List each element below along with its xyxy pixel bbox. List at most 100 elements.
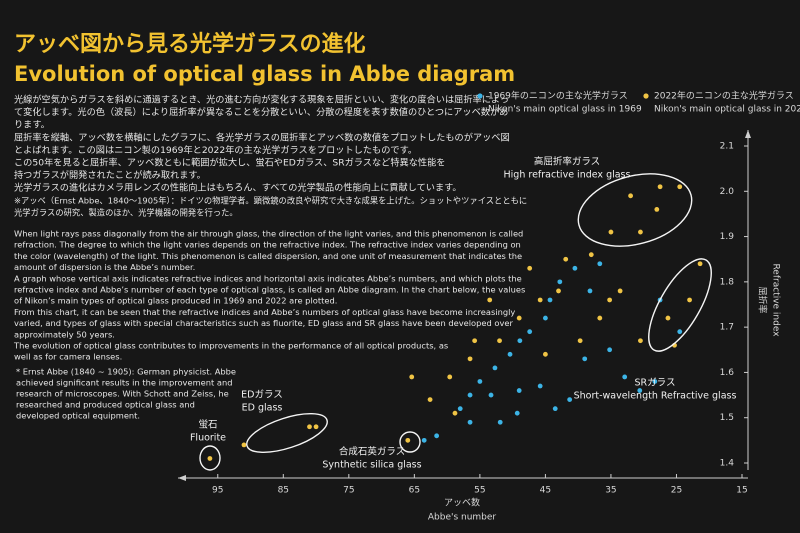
data-point	[567, 397, 573, 402]
x-axis-arrow	[178, 475, 186, 481]
data-point	[582, 356, 588, 362]
y-tick-label: 1.6	[720, 368, 735, 378]
y-tick-label: 1.9	[720, 232, 735, 242]
legend-label: 2022年のニコンの主な光学ガラス	[654, 90, 794, 102]
body-ja-line: とよばれます。この図はニコン製の1969年と2022年の主な光学ガラスをプロット…	[14, 144, 417, 156]
data-point	[597, 315, 603, 321]
data-point	[516, 315, 522, 321]
x-axis-label-en: Abbe's number	[428, 513, 497, 523]
body-en-line: the color (wavelength) of the light. Thi…	[14, 251, 522, 261]
legend-label: 1969年のニコンの主な光学ガラス	[488, 90, 628, 102]
body-ja-line: て変化します。光の色（波長）により屈折率が異なることを分散といい、分散の程度を表…	[14, 106, 508, 118]
data-point	[452, 410, 458, 416]
data-point	[488, 392, 494, 398]
data-point	[527, 265, 533, 271]
body-en-line: of Nikon’s main types of optical glass p…	[14, 296, 337, 306]
data-point	[638, 229, 643, 235]
annotation-label-en: High refractive index glass	[504, 170, 631, 181]
data-point	[552, 406, 558, 412]
body-ja-line: 光学ガラスの進化はカメラ用レンズの性能向上はもちろん、すべての光学製品の性能向上…	[14, 182, 462, 194]
data-point	[516, 388, 522, 393]
x-tick-label: 25	[671, 486, 682, 496]
annotation-label: SRガラス	[635, 378, 676, 389]
footnote-en-line: developed optical equipment.	[16, 411, 140, 421]
data-point	[652, 379, 658, 384]
data-point	[557, 279, 563, 285]
x-tick-label: 65	[409, 486, 420, 496]
data-point	[657, 184, 663, 190]
legend-marker	[643, 93, 649, 99]
x-axis-label: アッベ数	[444, 497, 480, 509]
data-point	[409, 374, 415, 380]
data-point	[405, 437, 411, 443]
data-point	[467, 356, 473, 362]
body-en-line: approximately 50 years.	[14, 329, 115, 339]
x-tick-label: 45	[540, 486, 551, 496]
title-ja: アッベ図から見る光学ガラスの進化	[14, 31, 366, 57]
data-point	[497, 419, 503, 425]
data-point	[514, 410, 520, 416]
data-point	[687, 297, 692, 303]
title-en: Evolution of optical glass in Abbe diagr…	[14, 62, 515, 86]
data-point	[556, 288, 561, 294]
x-tick-label: 95	[212, 486, 223, 496]
body-en-line: amount of dispersion is the Abbe’s numbe…	[14, 262, 195, 272]
data-point	[507, 351, 513, 357]
annotation-ellipse	[199, 445, 221, 471]
data-point	[313, 424, 319, 430]
data-point	[665, 315, 671, 321]
body-en-line: From this chart, it can be seen that the…	[14, 307, 515, 317]
data-point	[607, 297, 613, 303]
body-en-line: refraction. The degree to which the ligh…	[14, 240, 521, 250]
data-point	[492, 365, 498, 371]
annotation-label-en: Fluorite	[190, 433, 226, 444]
data-point	[587, 288, 593, 294]
data-point	[677, 184, 683, 190]
data-point	[622, 374, 628, 380]
data-point	[537, 383, 543, 389]
data-point	[597, 261, 603, 267]
body-en-line: well as for camera lenses.	[14, 352, 122, 362]
data-point	[543, 351, 548, 357]
annotation-label: EDガラス	[241, 390, 283, 401]
data-point	[572, 265, 578, 271]
data-point	[607, 347, 613, 353]
data-point	[467, 419, 473, 425]
data-point	[434, 433, 440, 439]
data-point	[563, 256, 569, 262]
data-point	[477, 379, 483, 384]
body-ja-line: 持つガラスが開発されたことが読み取れます。	[14, 169, 206, 181]
annotation-label: 合成石英ガラス	[339, 446, 405, 458]
legend-label-en: Nikon's main optical glass in 1969	[488, 105, 642, 115]
annotation-label-en: Synthetic silica glass	[322, 460, 421, 471]
data-point	[637, 388, 643, 393]
data-point	[241, 442, 247, 448]
legend-marker	[477, 93, 483, 99]
x-tick-label: 85	[278, 486, 289, 496]
body-ja-line: この50年を見ると屈折率、アッベ数ともに範囲が拡大し、蛍石やEDガラス、SRガラ…	[14, 157, 445, 169]
data-point	[638, 338, 643, 344]
annotation-ellipse	[246, 413, 328, 453]
footnote-en-line: achieved significant results in the impr…	[16, 378, 233, 388]
body-en-line: A graph whose vertical axis indicates re…	[14, 273, 522, 283]
data-point	[537, 297, 543, 303]
data-point	[608, 229, 614, 235]
y-tick-label: 1.4	[720, 459, 735, 469]
data-point	[467, 392, 473, 398]
data-point	[547, 297, 553, 303]
data-point	[628, 193, 633, 199]
body-ja-line: 屈折率を縦軸、アッベ数を横軸にしたグラフに、各光学ガラスの屈折率とアッベ数の数値…	[14, 131, 510, 143]
footnote-en-line: * Ernst Abbe (1840 ~ 1905): German physi…	[16, 367, 236, 377]
x-tick-label: 75	[343, 486, 354, 496]
data-point	[543, 315, 548, 321]
body-en-line: refractive index and Abbe’s number of ea…	[14, 285, 525, 295]
data-point	[421, 437, 427, 443]
body-en-line: The evolution of optical glass contribut…	[13, 341, 448, 351]
body-ja-line: 光線が空気からガラスを斜めに通過するとき、光の進む方向が変化する現象を屈折といい…	[14, 94, 509, 106]
annotation-label-en: ED glass	[242, 403, 283, 414]
legend-label-en: Nikon's main optical glass in 2022	[654, 105, 800, 115]
annotation-label: 高屈折率ガラス	[534, 156, 600, 168]
y-axis-arrow	[745, 130, 751, 138]
footnote-ja-line: ※アッベ（Ernst Abbe、1840～1905年）：ドイツの物理学者。顕微鏡…	[14, 196, 527, 206]
